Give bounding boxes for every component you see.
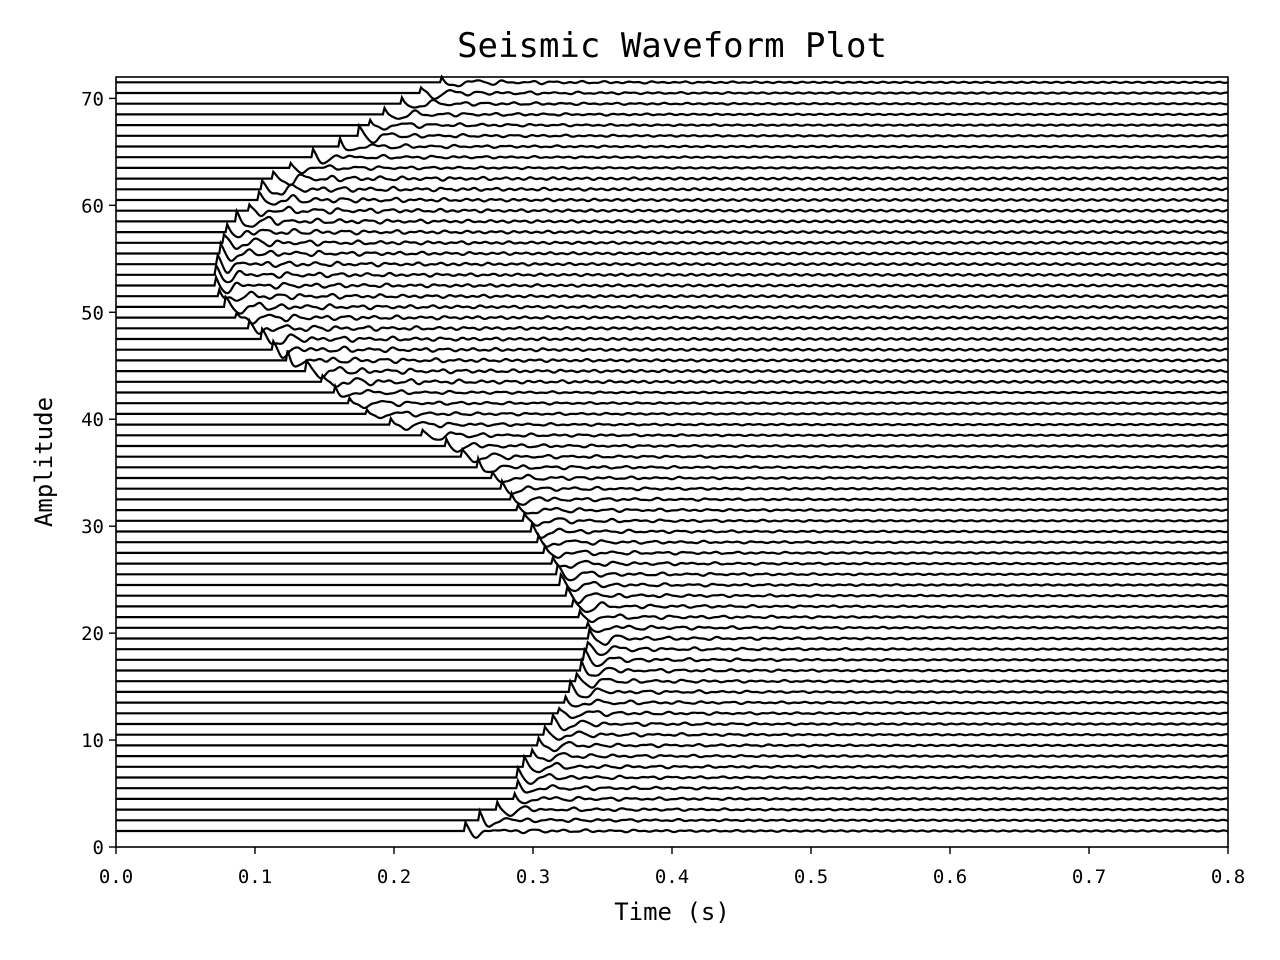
y-tick-label: 40 (81, 409, 104, 431)
x-tick-label: 0.1 (238, 866, 272, 888)
seismic-trace (116, 294, 1228, 315)
seismic-trace (116, 489, 1229, 506)
seismic-trace (116, 706, 1229, 720)
y-tick-label: 70 (81, 88, 104, 110)
seismic-trace (116, 798, 1229, 818)
seismic-trace (116, 94, 1229, 109)
y-tick-label: 20 (81, 623, 104, 645)
seismic-trace (116, 790, 1228, 805)
seismic-trace (116, 511, 1229, 527)
seismic-trace (116, 807, 1229, 828)
seismic-trace (116, 678, 1229, 699)
seismic-trace (116, 122, 1229, 144)
seismic-trace (116, 427, 1229, 441)
seismic-trace (116, 469, 1229, 484)
seismic-trace (116, 435, 1229, 453)
x-tick-label: 0.6 (933, 866, 967, 888)
seismic-trace (116, 454, 1229, 474)
y-tick-label: 10 (81, 730, 104, 752)
x-tick-label: 0.3 (516, 866, 550, 888)
chart-title: Seismic Waveform Plot (457, 26, 887, 66)
seismic-trace (116, 395, 1228, 410)
seismic-trace (116, 317, 1228, 335)
seismic-trace (116, 349, 1229, 368)
seismic-trace (116, 85, 1229, 100)
seismic-trace (116, 519, 1229, 540)
seismic-trace (116, 382, 1229, 398)
seismic-trace (116, 693, 1229, 708)
seismic-trace (116, 746, 1229, 763)
x-tick-label: 0.5 (794, 866, 828, 888)
seismic-trace (116, 562, 1229, 582)
seismic-trace (116, 734, 1229, 753)
seismic-trace (116, 239, 1229, 262)
seismic-trace (116, 252, 1229, 275)
seismic-trace (116, 407, 1229, 420)
seismic-trace (116, 656, 1229, 677)
seismic-trace (116, 286, 1229, 302)
seismic-trace (116, 160, 1229, 175)
seismic-trace (116, 372, 1229, 388)
seismic-trace (116, 310, 1229, 325)
seismic-trace (116, 446, 1228, 464)
seismic-trace (116, 723, 1229, 741)
seismic-trace (116, 169, 1229, 187)
seismic-trace (116, 531, 1229, 548)
seismic-trace (116, 134, 1229, 152)
seismic-trace (116, 764, 1229, 786)
seismic-trace (116, 325, 1229, 346)
seismic-trace (116, 777, 1229, 794)
seismic-trace (116, 189, 1229, 206)
y-tick-label: 30 (81, 516, 104, 538)
x-tick-label: 0.4 (655, 866, 689, 888)
seismic-trace (116, 415, 1229, 432)
x-axis-label: Time (s) (614, 898, 730, 926)
seismic-trace (116, 177, 1229, 196)
seismic-trace (116, 232, 1229, 251)
seismic-trace (116, 712, 1229, 732)
seismic-trace (116, 74, 1229, 88)
seismic-trace (116, 338, 1229, 360)
x-tick-label: 0.0 (99, 866, 133, 888)
seismic-trace (116, 646, 1229, 668)
seismic-trace (116, 220, 1229, 239)
y-axis: 0 10 20 30 40 50 60 70 (81, 88, 116, 859)
seismic-trace (116, 554, 1229, 569)
plot-frame (115, 76, 1229, 848)
y-axis-label: Amplitude (30, 397, 58, 527)
seismic-trace (116, 117, 1229, 131)
seismic-trace (116, 207, 1229, 228)
seismic-trace (116, 502, 1229, 515)
x-tick-label: 0.8 (1211, 866, 1245, 888)
seismic-trace (116, 596, 1229, 613)
seismic-trace (116, 620, 1229, 633)
y-tick-label: 0 (93, 837, 104, 859)
x-tick-label: 0.7 (1072, 866, 1106, 888)
seismic-trace (116, 607, 1229, 624)
y-tick-label: 50 (81, 302, 104, 324)
seismic-trace (116, 358, 1229, 380)
seismic-trace (116, 753, 1229, 774)
x-axis: 0.0 0.1 0.2 0.3 0.4 0.5 0.6 0.7 0.8 (99, 847, 1245, 888)
y-tick-label: 60 (81, 195, 104, 217)
seismic-trace (116, 201, 1229, 218)
seismic-trace (116, 273, 1229, 295)
x-tick-label: 0.2 (377, 866, 411, 888)
seismic-trace (116, 626, 1229, 647)
seismic-trace (116, 584, 1229, 605)
seismic-trace (116, 145, 1229, 165)
seismic-trace (116, 542, 1229, 559)
seismic-trace (116, 640, 1229, 656)
seismic-trace (116, 571, 1229, 593)
seismic-trace (116, 262, 1229, 284)
waveform-traces (116, 74, 1229, 839)
seismic-trace (116, 104, 1229, 120)
seismic-trace (116, 670, 1229, 689)
seismic-trace (116, 477, 1229, 496)
seismic-trace (116, 819, 1229, 839)
